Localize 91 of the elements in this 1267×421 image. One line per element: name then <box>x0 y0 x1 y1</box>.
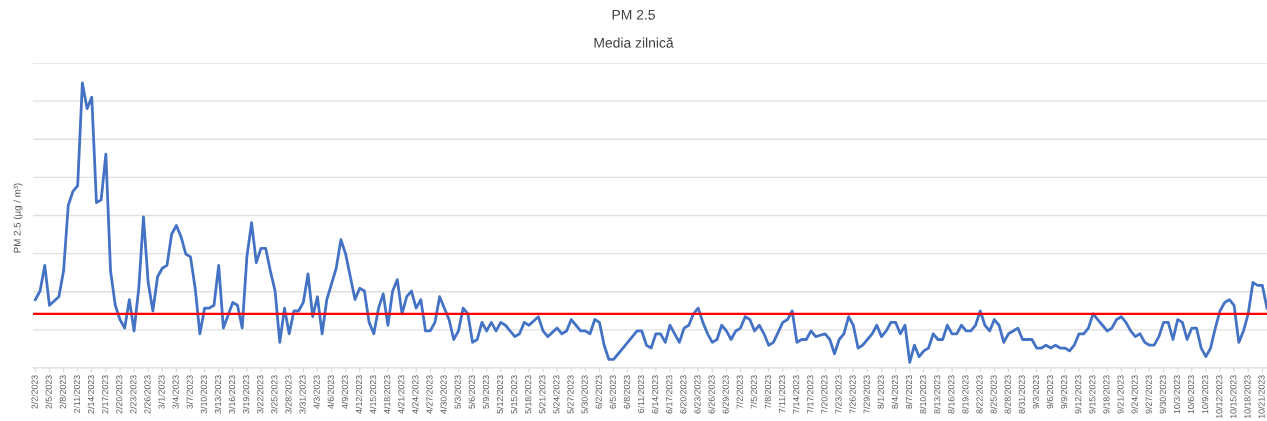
x-tick-label: 8/7/2023 <box>905 375 913 409</box>
x-tick-label: 8/10/2023 <box>919 375 927 414</box>
x-tick-label: 4/15/2023 <box>369 375 377 414</box>
x-tick-label: 4/27/2023 <box>426 375 433 414</box>
x-tick-label: 4/21/2023 <box>397 375 405 414</box>
x-tick-label: 4/9/2023 <box>341 375 348 409</box>
x-tick-label: 2/17/2023 <box>101 375 109 414</box>
x-tick-label: 3/1/2023 <box>158 375 165 409</box>
x-tick-label: 3/4/2023 <box>172 375 179 409</box>
x-tick-label: 4/6/2023 <box>327 375 334 409</box>
x-tick-label: 5/12/2023 <box>496 375 504 414</box>
x-tick-label: 8/28/2023 <box>1004 375 1011 414</box>
x-tick-label: 8/31/2023 <box>1018 375 1025 414</box>
x-tick-label: 5/3/2023 <box>454 375 461 409</box>
x-tick-label: 10/12/2023 <box>1215 375 1223 419</box>
x-tick-label: 7/8/2023 <box>764 375 772 409</box>
x-tick-label: 6/2/2023 <box>595 375 602 409</box>
x-tick-label: 2/26/2023 <box>144 375 151 414</box>
x-tick-label: 5/21/2023 <box>538 375 546 414</box>
x-tick-label: 5/6/2023 <box>468 375 475 409</box>
x-tick-label: 6/17/2023 <box>665 375 673 414</box>
x-tick-label: 3/10/2023 <box>200 375 207 414</box>
x-tick-label: 9/15/2023 <box>1088 375 1096 414</box>
x-tick-label: 6/5/2023 <box>609 375 616 409</box>
x-tick-label: 3/16/2023 <box>228 375 236 414</box>
x-tick-label: 2/23/2023 <box>129 375 137 414</box>
x-tick-label: 9/30/2023 <box>1159 375 1166 414</box>
x-tick-label: 3/7/2023 <box>186 375 193 409</box>
x-tick-label: 8/25/2023 <box>990 375 997 414</box>
x-tick-label: 10/6/2023 <box>1187 375 1195 414</box>
x-tick-label: 7/23/2023 <box>835 375 842 414</box>
x-tick-label: 8/13/2023 <box>933 375 941 414</box>
x-tick-label: 8/16/2023 <box>947 375 955 414</box>
x-tick-label: 5/18/2023 <box>524 375 532 414</box>
x-tick-label: 10/9/2023 <box>1201 375 1209 414</box>
x-tick-label: 7/29/2023 <box>863 375 870 414</box>
x-tick-label: 9/24/2023 <box>1131 375 1138 414</box>
x-tick-label: 7/11/2023 <box>778 375 786 413</box>
x-tick-label: 3/22/2023 <box>256 375 264 414</box>
x-tick-label: 9/9/2023 <box>1060 375 1068 409</box>
x-tick-label: 4/3/2023 <box>313 375 320 409</box>
x-tick-label: 2/5/2023 <box>45 375 52 409</box>
x-tick-label: 4/18/2023 <box>383 375 391 414</box>
x-tick-label: 6/14/2023 <box>651 375 659 414</box>
x-tick-label: 7/14/2023 <box>792 375 800 414</box>
x-tick-label: 6/20/2023 <box>680 375 687 414</box>
x-tick-label: 9/12/2023 <box>1074 375 1082 414</box>
x-tick-label: 5/15/2023 <box>510 375 518 414</box>
x-tick-label: 5/27/2023 <box>567 375 574 414</box>
x-tick-label: 8/19/2023 <box>962 375 969 414</box>
x-tick-label: 8/1/2023 <box>877 375 884 409</box>
x-tick-label: 3/25/2023 <box>271 375 278 414</box>
x-tick-label: 2/2/2023 <box>31 375 38 409</box>
x-tick-label: 4/24/2023 <box>412 375 419 414</box>
x-tick-label: 10/18/2023 <box>1244 375 1251 419</box>
x-tick-label: 5/24/2023 <box>553 375 560 414</box>
x-tick-label: 6/11/2023 <box>637 375 645 413</box>
x-tick-label: 2/14/2023 <box>87 375 95 414</box>
x-tick-label: 10/3/2023 <box>1173 375 1181 414</box>
x-tick-label: 9/21/2023 <box>1117 375 1124 414</box>
x-tick-label: 3/31/2023 <box>299 375 306 414</box>
x-tick-label: 7/5/2023 <box>750 375 757 409</box>
x-tick-label: 4/30/2023 <box>440 375 447 414</box>
x-tick-label: 9/3/2023 <box>1032 375 1039 409</box>
x-tick-label: 10/15/2023 <box>1230 375 1237 419</box>
x-tick-label: 7/2/2023 <box>736 375 743 409</box>
x-tick-label: 6/8/2023 <box>623 375 631 409</box>
x-tick-label: 10/21/2023 <box>1258 375 1265 419</box>
chart-title: PM 2.5 <box>612 9 655 20</box>
x-tick-label: 7/20/2023 <box>821 375 828 414</box>
x-tick-label: 6/23/2023 <box>694 375 701 414</box>
x-tick-label: 2/11/2023 <box>73 375 81 413</box>
x-tick-label: 8/4/2023 <box>891 375 898 409</box>
x-tick-label: 5/9/2023 <box>482 375 489 409</box>
x-tick-label: 9/27/2023 <box>1145 375 1152 414</box>
x-tick-label: 7/17/2023 <box>806 375 814 414</box>
chart-subtitle: Media zilnică <box>594 37 674 48</box>
x-tick-label: 2/20/2023 <box>115 375 123 414</box>
x-tick-label: 8/22/2023 <box>976 375 983 414</box>
x-tick-label: 3/13/2023 <box>214 375 222 414</box>
x-tick-label: 9/18/2023 <box>1103 375 1110 414</box>
x-tick-label: 7/26/2023 <box>849 375 856 414</box>
y-axis-title: PM 2.5 (µg / m³) <box>13 183 23 253</box>
x-tick-label: 5/30/2023 <box>581 375 588 414</box>
x-tick-label: 2/8/2023 <box>59 375 66 409</box>
x-tick-label: 6/29/2023 <box>722 375 729 414</box>
x-tick-label: 6/26/2023 <box>708 375 715 414</box>
x-tick-label: 4/12/2023 <box>355 375 363 414</box>
x-tick-label: 3/19/2023 <box>242 375 250 414</box>
x-tick-label: 3/28/2023 <box>285 375 292 414</box>
x-tick-label: 9/6/2023 <box>1046 375 1054 409</box>
